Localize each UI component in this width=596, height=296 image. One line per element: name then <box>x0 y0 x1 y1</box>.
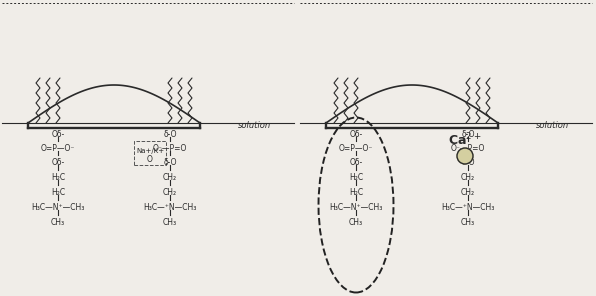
Text: H₃C—N⁺—CH₃: H₃C—N⁺—CH₃ <box>32 203 85 212</box>
Text: CH₃: CH₃ <box>51 218 65 227</box>
Text: Oδ-: Oδ- <box>51 158 64 167</box>
Text: O⁻—P=O: O⁻—P=O <box>153 144 187 153</box>
Text: CH₂: CH₂ <box>461 188 475 197</box>
Text: H₂C: H₂C <box>51 188 65 197</box>
Text: CH₂: CH₂ <box>163 188 177 197</box>
Text: δ-O: δ-O <box>163 130 177 139</box>
Text: O=P—O⁻: O=P—O⁻ <box>339 144 373 153</box>
Text: solution: solution <box>536 121 569 131</box>
Text: CH₃: CH₃ <box>163 218 177 227</box>
Text: Oδ-: Oδ- <box>51 130 64 139</box>
Text: H₂C: H₂C <box>349 188 363 197</box>
Circle shape <box>457 148 473 164</box>
Text: δ-O: δ-O <box>461 130 475 139</box>
Text: Na+/K+: Na+/K+ <box>136 148 164 154</box>
Text: O: O <box>147 155 153 165</box>
Text: CH₃: CH₃ <box>461 218 475 227</box>
Text: δ-O: δ-O <box>461 158 475 167</box>
Text: CH₂: CH₂ <box>163 173 177 182</box>
Text: H₃C—⁺N—CH₃: H₃C—⁺N—CH₃ <box>143 203 197 212</box>
Text: O=P—O⁻: O=P—O⁻ <box>41 144 75 153</box>
Text: Ca$^{2+}$: Ca$^{2+}$ <box>448 132 482 148</box>
Text: δ-O: δ-O <box>163 158 177 167</box>
Text: H₂C: H₂C <box>349 173 363 182</box>
Text: H₂C: H₂C <box>51 173 65 182</box>
Text: solution: solution <box>238 121 271 131</box>
Text: O⁻—P=O: O⁻—P=O <box>451 144 485 153</box>
Text: CH₂: CH₂ <box>461 173 475 182</box>
Text: H₃C—N⁺—CH₃: H₃C—N⁺—CH₃ <box>330 203 383 212</box>
Text: Oδ-: Oδ- <box>349 158 362 167</box>
Text: CH₃: CH₃ <box>349 218 363 227</box>
FancyBboxPatch shape <box>134 141 166 165</box>
Text: Oδ-: Oδ- <box>349 130 362 139</box>
Text: H₃C—⁺N—CH₃: H₃C—⁺N—CH₃ <box>441 203 495 212</box>
